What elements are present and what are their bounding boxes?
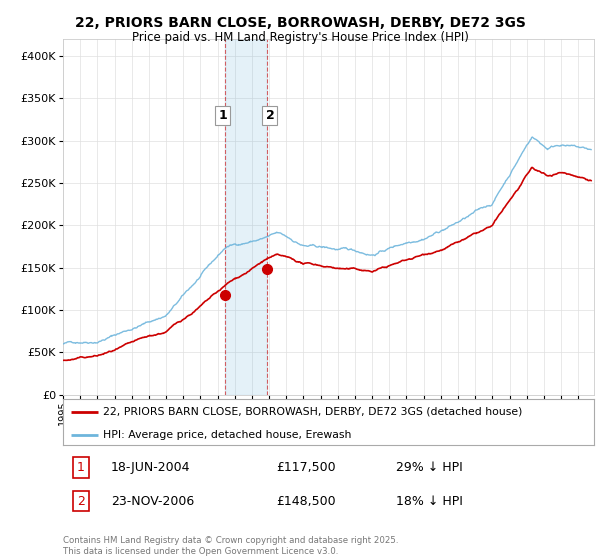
- Text: 2: 2: [77, 494, 85, 508]
- Text: 18-JUN-2004: 18-JUN-2004: [111, 461, 191, 474]
- Text: 22, PRIORS BARN CLOSE, BORROWASH, DERBY, DE72 3GS: 22, PRIORS BARN CLOSE, BORROWASH, DERBY,…: [74, 16, 526, 30]
- Text: 18% ↓ HPI: 18% ↓ HPI: [396, 494, 463, 508]
- Text: £148,500: £148,500: [276, 494, 335, 508]
- Text: 23-NOV-2006: 23-NOV-2006: [111, 494, 194, 508]
- Text: 29% ↓ HPI: 29% ↓ HPI: [396, 461, 463, 474]
- Text: HPI: Average price, detached house, Erewash: HPI: Average price, detached house, Erew…: [103, 430, 351, 440]
- Text: 22, PRIORS BARN CLOSE, BORROWASH, DERBY, DE72 3GS (detached house): 22, PRIORS BARN CLOSE, BORROWASH, DERBY,…: [103, 407, 522, 417]
- Text: £117,500: £117,500: [276, 461, 335, 474]
- Text: Contains HM Land Registry data © Crown copyright and database right 2025.
This d: Contains HM Land Registry data © Crown c…: [63, 536, 398, 556]
- Text: 1: 1: [218, 109, 227, 122]
- Text: 2: 2: [266, 109, 274, 122]
- Text: Price paid vs. HM Land Registry's House Price Index (HPI): Price paid vs. HM Land Registry's House …: [131, 31, 469, 44]
- Bar: [226, 39, 268, 395]
- Text: 1: 1: [77, 461, 85, 474]
